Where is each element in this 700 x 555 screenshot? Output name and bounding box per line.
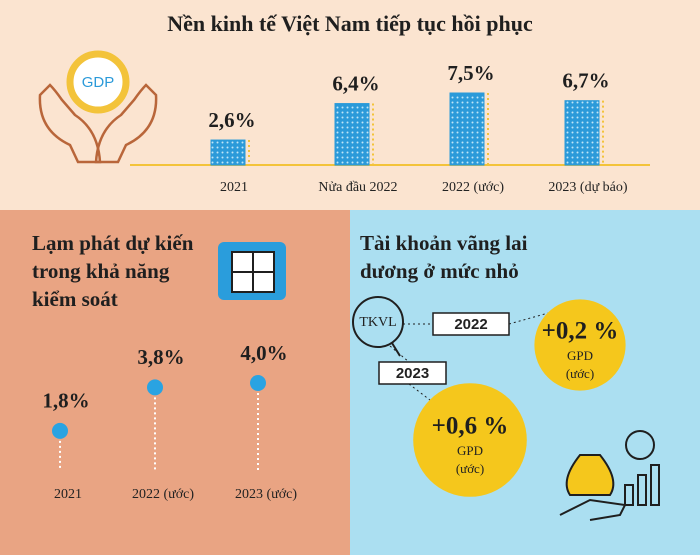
bar <box>449 92 485 166</box>
category-label: 2023 (ước) <box>235 487 297 502</box>
dot <box>52 422 68 439</box>
category-label: 2021 <box>220 180 248 195</box>
tkvl-circle <box>352 296 404 348</box>
bar <box>564 100 600 166</box>
unit-label: GPD <box>567 348 593 363</box>
chart-title: dương ở mức nhỏ <box>360 259 519 283</box>
money-icon <box>559 430 660 521</box>
dot <box>250 375 266 391</box>
note-label: (ước) <box>456 461 484 476</box>
value-label: 6,4% <box>332 71 379 95</box>
category-label: Nửa đầu 2022 <box>318 180 397 195</box>
unit-label: GPD <box>457 443 483 458</box>
chart-title: trong khả năng <box>32 259 170 283</box>
chart-title: Lạm phát dự kiến <box>32 231 194 255</box>
note-label: (ước) <box>566 366 594 381</box>
connector <box>389 345 410 363</box>
bubble <box>534 299 626 391</box>
chart-title: Nền kinh tế Việt Nam tiếp tục hồi phục <box>167 11 533 36</box>
value-label: 7,5% <box>447 61 494 85</box>
connector <box>508 312 549 325</box>
year-label: 2022 <box>454 316 487 333</box>
bubble <box>413 383 527 497</box>
tkvl-label: TKVL <box>359 315 396 330</box>
left-panel <box>0 210 350 555</box>
value-label: 1,8% <box>42 389 89 413</box>
gdp-icon-label: GDP <box>82 74 115 91</box>
bar <box>210 139 246 166</box>
chart-title: kiểm soát <box>32 287 118 311</box>
category-label: 2022 (ước) <box>132 487 194 502</box>
dot <box>147 379 163 396</box>
value-label: 6,7% <box>562 68 609 92</box>
bar <box>334 103 370 166</box>
chart-title: Tài khoản vãng lai <box>360 231 528 255</box>
value-label: 3,8% <box>137 345 184 369</box>
calculator-icon <box>218 242 286 300</box>
value-label: 4,0% <box>240 341 287 365</box>
category-label: 2023 (dự báo) <box>548 180 627 195</box>
year-label: 2023 <box>396 365 429 382</box>
value-label: 2,6% <box>208 108 255 132</box>
gdp-icon <box>38 50 158 164</box>
year-box <box>378 361 447 385</box>
year-box <box>432 312 510 336</box>
value-label: +0,2 % <box>542 318 619 345</box>
category-label: 2021 <box>54 487 82 502</box>
category-label: 2022 (ước) <box>442 180 504 195</box>
value-label: +0,6 % <box>432 413 509 440</box>
